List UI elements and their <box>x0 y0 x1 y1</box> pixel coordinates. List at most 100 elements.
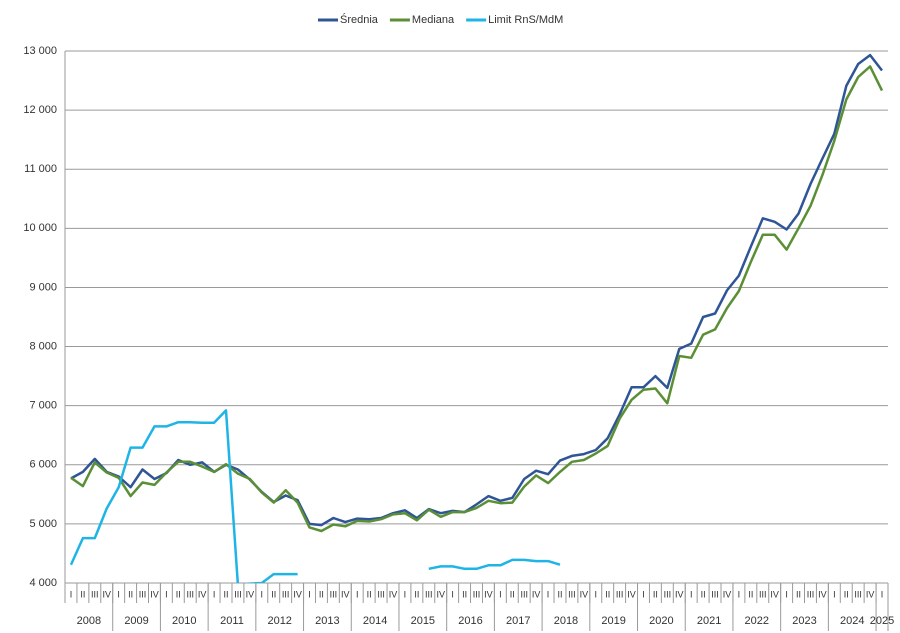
x-tick-label: III <box>520 589 528 599</box>
x-tick-label: I <box>547 589 550 599</box>
y-tick-label: 11 000 <box>24 163 57 175</box>
y-tick-label: 13 000 <box>23 45 57 57</box>
x-tick-label: II <box>176 589 181 599</box>
year-label: 2009 <box>124 615 148 627</box>
x-tick-label: IV <box>532 589 541 599</box>
year-label: 2021 <box>697 615 721 627</box>
x-tick-label: IV <box>770 589 779 599</box>
x-tick-label: II <box>271 589 276 599</box>
x-tick-label: III <box>759 589 767 599</box>
x-tick-label: IV <box>627 589 636 599</box>
x-tick-label: I <box>690 589 693 599</box>
series-line <box>70 65 884 533</box>
x-tick-label: I <box>785 589 788 599</box>
year-label: 2008 <box>77 615 101 627</box>
year-label: 2014 <box>363 615 387 627</box>
year-label: 2018 <box>554 615 578 627</box>
x-tick-label: I <box>833 589 836 599</box>
x-tick-label: III <box>377 589 385 599</box>
x-tick-label: III <box>616 589 624 599</box>
x-tick-label: III <box>664 589 672 599</box>
legend-label: Limit RnS/MdM <box>488 14 563 26</box>
x-tick-label: I <box>881 589 884 599</box>
y-tick-label: 4 000 <box>29 577 57 589</box>
x-tick-label: III <box>330 589 338 599</box>
year-label: 2011 <box>220 615 244 627</box>
x-tick-label: I <box>165 589 168 599</box>
x-tick-label: III <box>234 589 242 599</box>
y-tick-label: 6 000 <box>29 459 57 471</box>
year-label: 2020 <box>649 615 673 627</box>
x-tick-label: I <box>738 589 741 599</box>
x-tick-label: I <box>451 589 454 599</box>
x-tick-label: IV <box>675 589 684 599</box>
x-tick-label: III <box>568 589 576 599</box>
x-tick-label: IV <box>150 589 159 599</box>
x-tick-label: I <box>261 589 264 599</box>
x-tick-label: I <box>117 589 120 599</box>
legend-label: Mediana <box>412 14 455 26</box>
x-tick-label: IV <box>436 589 445 599</box>
x-tick-label: II <box>605 589 610 599</box>
x-tick-label: I <box>499 589 502 599</box>
x-tick-label: I <box>404 589 407 599</box>
y-tick-label: 5 000 <box>29 518 57 530</box>
x-tick-label: III <box>854 589 862 599</box>
x-tick-label: III <box>139 589 147 599</box>
year-label: 2024 <box>840 615 864 627</box>
x-tick-label: III <box>473 589 481 599</box>
x-tick-label: II <box>319 589 324 599</box>
x-tick-label: II <box>701 589 706 599</box>
x-tick-label: II <box>653 589 658 599</box>
x-tick-label: II <box>748 589 753 599</box>
year-label: 2015 <box>411 615 435 627</box>
y-tick-label: 10 000 <box>23 222 57 234</box>
y-tick-label: 12 000 <box>23 104 57 116</box>
year-label: 2023 <box>792 615 816 627</box>
year-label: 2017 <box>506 615 530 627</box>
series-line <box>69 409 561 583</box>
x-tick-label: II <box>796 589 801 599</box>
x-tick-label: III <box>711 589 719 599</box>
x-tick-label: IV <box>389 589 398 599</box>
x-tick-label: II <box>557 589 562 599</box>
year-label: 2010 <box>172 615 196 627</box>
x-tick-label: II <box>128 589 133 599</box>
x-tick-label: III <box>807 589 815 599</box>
x-tick-label: II <box>80 589 85 599</box>
x-tick-label: IV <box>293 589 302 599</box>
x-tick-label: I <box>70 589 73 599</box>
x-tick-label: II <box>510 589 515 599</box>
x-tick-label: IV <box>866 589 875 599</box>
x-tick-label: IV <box>341 589 350 599</box>
x-tick-label: I <box>595 589 598 599</box>
x-tick-label: II <box>224 589 229 599</box>
y-tick-label: 8 000 <box>29 340 57 352</box>
year-label: 2016 <box>458 615 482 627</box>
year-label: 2019 <box>601 615 625 627</box>
x-tick-label: IV <box>818 589 827 599</box>
legend-label: Średnia <box>340 13 379 26</box>
x-tick-label: I <box>356 589 359 599</box>
x-tick-label: II <box>462 589 467 599</box>
x-tick-label: IV <box>723 589 732 599</box>
year-label: 2012 <box>267 615 291 627</box>
x-tick-label: III <box>186 589 194 599</box>
x-tick-label: I <box>213 589 216 599</box>
x-tick-label: I <box>308 589 311 599</box>
x-tick-label: IV <box>198 589 207 599</box>
y-tick-label: 7 000 <box>29 400 57 412</box>
x-tick-label: IV <box>580 589 589 599</box>
x-tick-label: III <box>91 589 99 599</box>
series-line <box>70 53 883 527</box>
x-tick-label: III <box>425 589 433 599</box>
x-tick-label: IV <box>246 589 255 599</box>
year-label: 2025 <box>870 615 894 627</box>
year-label: 2022 <box>745 615 769 627</box>
x-tick-label: II <box>367 589 372 599</box>
x-tick-label: IV <box>484 589 493 599</box>
x-tick-label: II <box>844 589 849 599</box>
x-tick-label: II <box>414 589 419 599</box>
x-tick-label: I <box>642 589 645 599</box>
